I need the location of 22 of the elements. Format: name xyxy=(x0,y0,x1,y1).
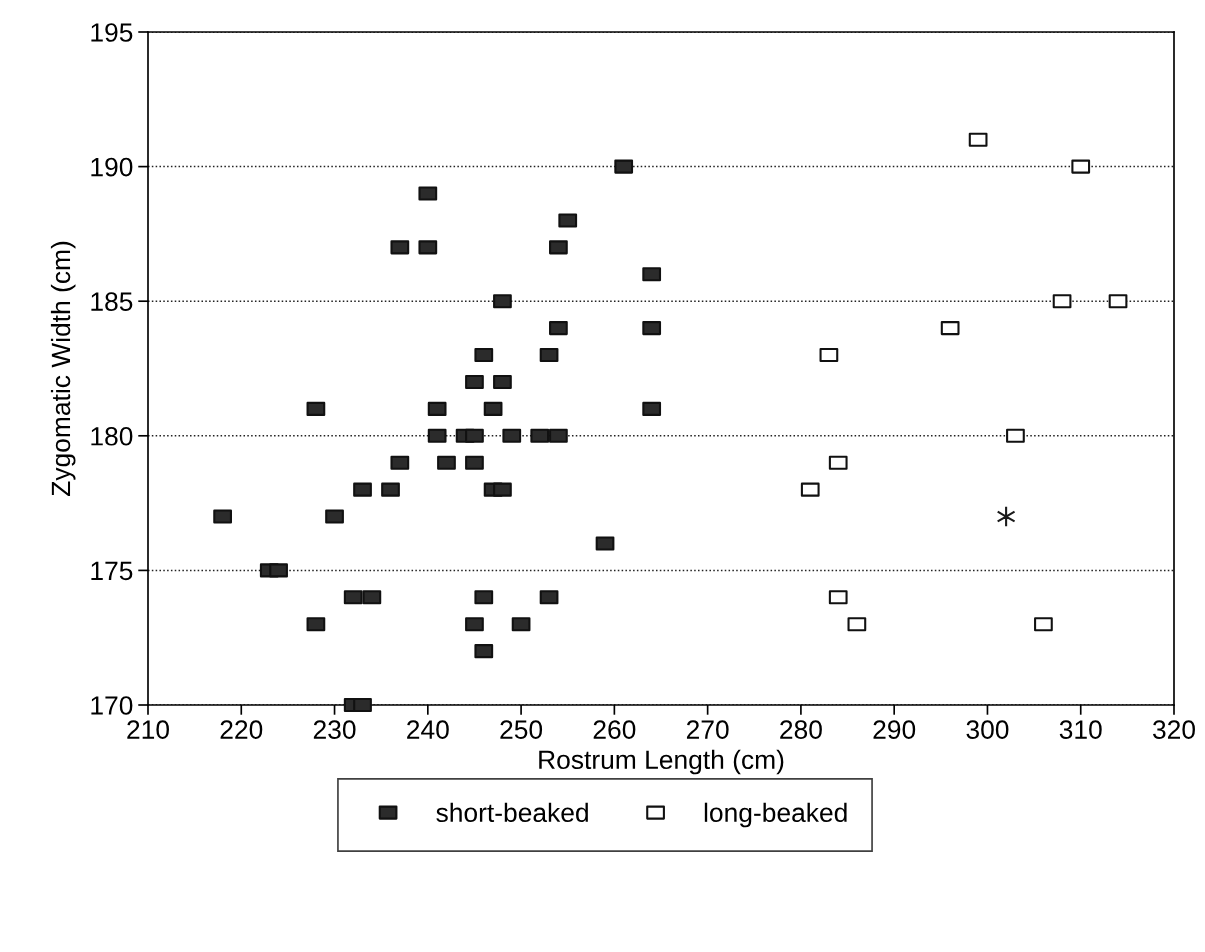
y-tick-label: 180 xyxy=(91,426,133,446)
x-tick-label: 270 xyxy=(686,720,729,739)
y-axis-title: Zygomatic Width (cm) xyxy=(50,241,76,496)
x-axis-title: Rostrum Length (cm) xyxy=(539,749,784,775)
x-tick-label: 280 xyxy=(780,720,822,739)
x-tick-label: 210 xyxy=(127,720,169,739)
y-tick-label: 190 xyxy=(91,157,133,177)
x-tick-label: 230 xyxy=(313,720,356,739)
legend-label: short-beaked xyxy=(436,802,588,823)
x-tick-label: 250 xyxy=(500,720,543,739)
y-tick-label: 185 xyxy=(91,292,133,312)
y-tick-label: 170 xyxy=(91,696,133,715)
x-tick-label: 240 xyxy=(407,720,449,739)
x-tick-label: 290 xyxy=(873,720,916,739)
x-tick-label: 310 xyxy=(1059,720,1102,739)
x-tick-label: 260 xyxy=(593,720,636,739)
x-tick-label: 220 xyxy=(220,720,263,739)
legend-label: long-beaked xyxy=(704,802,847,828)
y-tick-label: 195 xyxy=(91,23,133,42)
x-tick-label: 320 xyxy=(1152,720,1195,739)
x-tick-label: 300 xyxy=(966,720,1009,739)
y-tick-label: 175 xyxy=(91,561,133,581)
